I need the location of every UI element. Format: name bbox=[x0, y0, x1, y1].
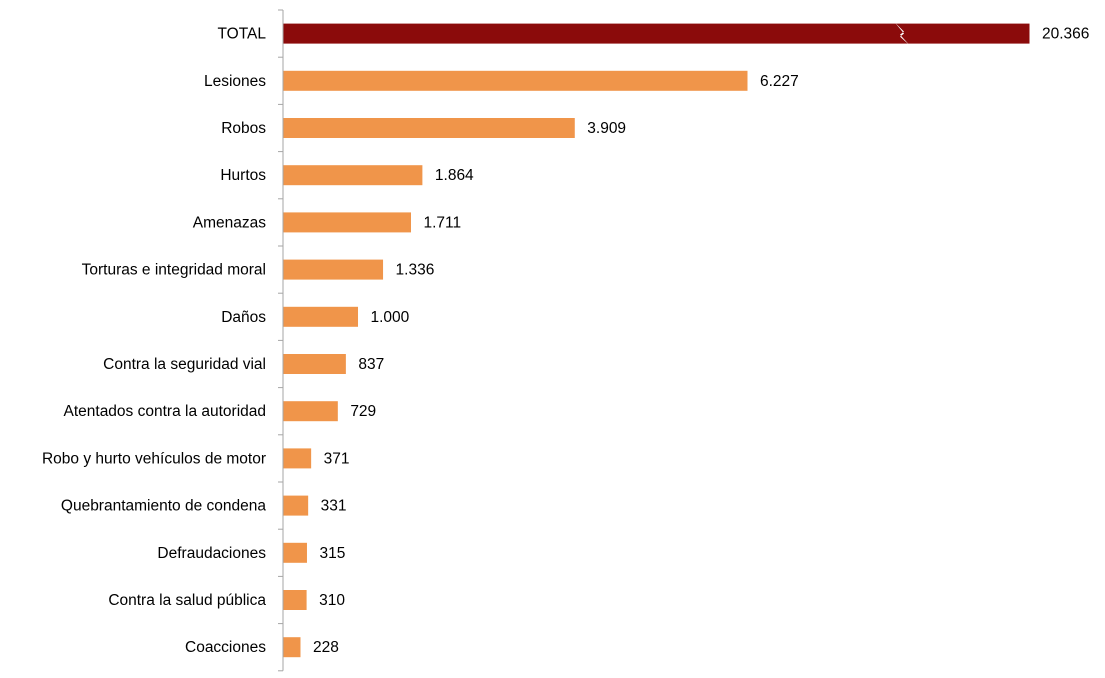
value-label: 228 bbox=[313, 639, 339, 656]
bar bbox=[283, 212, 411, 233]
axis-break-mark bbox=[895, 22, 909, 45]
value-label: 20.366 bbox=[1042, 26, 1089, 43]
value-label: 310 bbox=[319, 592, 345, 609]
value-label: 331 bbox=[321, 498, 347, 515]
category-label: Daños bbox=[221, 309, 266, 326]
value-label: 729 bbox=[350, 403, 376, 420]
y-axis bbox=[278, 9, 284, 672]
bar bbox=[283, 259, 384, 280]
category-label: Atentados contra la autoridad bbox=[64, 403, 267, 420]
category-label: Robo y hurto vehículos de motor bbox=[42, 450, 266, 467]
bar bbox=[283, 448, 312, 469]
value-label: 1.336 bbox=[396, 262, 435, 279]
value-label: 1.864 bbox=[435, 167, 474, 184]
value-label: 837 bbox=[358, 356, 384, 373]
bar bbox=[283, 495, 309, 516]
category-label: Coacciones bbox=[185, 639, 266, 656]
value-label: 3.909 bbox=[587, 120, 626, 137]
value-label: 1.711 bbox=[423, 214, 461, 231]
value-label: 371 bbox=[324, 450, 350, 467]
bar bbox=[283, 637, 301, 658]
bar bbox=[283, 354, 346, 374]
value-label: 315 bbox=[319, 545, 345, 562]
bar bbox=[283, 70, 748, 91]
category-label: Amenazas bbox=[193, 214, 266, 231]
bar bbox=[283, 306, 359, 327]
value-labels: 20.366 6.227 3.909 1.864 1.711 1.336 1.000 837 7… bbox=[313, 26, 1089, 657]
category-label: Contra la seguridad vial bbox=[103, 356, 266, 373]
category-label: Robos bbox=[221, 120, 266, 137]
bar bbox=[283, 118, 575, 138]
category-label: Defraudaciones bbox=[157, 545, 266, 562]
category-labels: TOTAL Lesiones Robos Hurtos Amenazas Torturas… bbox=[42, 26, 266, 657]
bar bbox=[283, 401, 338, 422]
bar bbox=[283, 542, 307, 563]
value-label: 1.000 bbox=[371, 309, 410, 326]
bar bbox=[283, 590, 307, 610]
bar-total bbox=[283, 23, 1030, 44]
category-label: TOTAL bbox=[217, 26, 266, 43]
category-label: Contra la salud pública bbox=[108, 592, 266, 609]
value-label: 6.227 bbox=[760, 73, 799, 90]
category-label: Quebrantamiento de condena bbox=[61, 498, 266, 515]
bar bbox=[283, 165, 423, 186]
category-label: Torturas e integridad moral bbox=[82, 262, 266, 279]
bars bbox=[283, 22, 1030, 658]
category-label: Hurtos bbox=[220, 167, 266, 184]
category-label: Lesiones bbox=[204, 73, 266, 90]
